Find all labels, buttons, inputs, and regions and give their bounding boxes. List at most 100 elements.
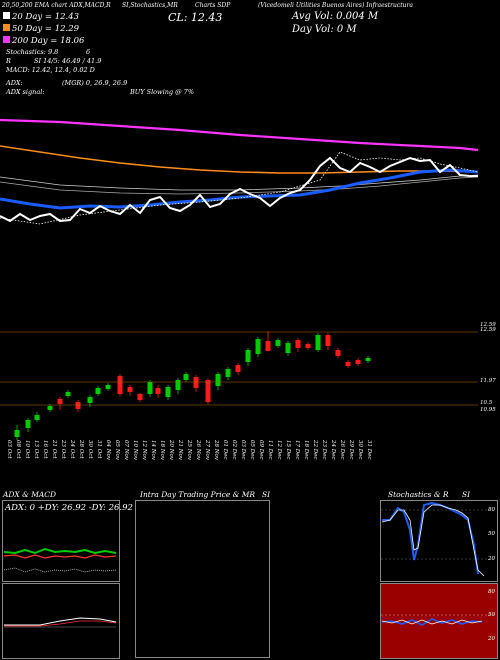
adx-panel-title: ADX & MACD [3, 490, 57, 499]
adx-minus-line [3, 554, 117, 559]
adx-plus-line [3, 547, 117, 555]
candle-body-28 [295, 340, 301, 348]
adx-values: ADX: 0 +DY: 26.92 -DY: 26.92 [5, 503, 133, 513]
price-grid [0, 331, 478, 406]
legend-ema200: 200 Day = 18.06 [3, 36, 84, 46]
candle-body-29 [305, 344, 311, 348]
price-level-1b: 12.59 [480, 327, 496, 333]
chart-header-right: (Vicedomeli Utilities Buenos Aires) Infr… [258, 2, 413, 9]
legend-stoch-val: 6 [86, 48, 91, 56]
rsi-level-80: 80 [488, 589, 495, 595]
legend-ema20: 20 Day = 12.43 [3, 12, 79, 22]
price-level-1: 12.59 [480, 322, 496, 328]
macd-line [4, 617, 117, 626]
ma-grey-line-1 [0, 174, 479, 191]
legend-stoch: Stochastics: 9.8 [6, 48, 59, 56]
day-volume: Day Vol: 0 M [292, 24, 357, 35]
candle-body-21 [225, 369, 231, 377]
candle-body-8 [95, 388, 101, 394]
price-level-2: 11.97 [480, 378, 496, 384]
legend-ema50: 50 Day = 12.29 [3, 24, 79, 34]
candle-body-0 [14, 430, 20, 437]
candle-body-26 [275, 340, 281, 346]
legend-adx-values: (MGR) 0, 26.9, 26.9 [62, 79, 128, 87]
ema-lines [0, 118, 479, 225]
rsi-level-50: 50 [488, 612, 495, 618]
chart-header-left: 20,50,200 EMA chart ADX,MACD,R [2, 2, 111, 9]
rsi-level-20: 20 [488, 636, 495, 642]
stoch-level-50: 50 [488, 531, 495, 537]
chart-header-mid: SI,Stochastics,MR [122, 2, 178, 9]
candle-body-13 [147, 382, 153, 394]
candle-body-6 [75, 402, 81, 409]
dotted-ma-line [0, 151, 479, 225]
candle-body-32 [335, 350, 341, 356]
stoch-level-20: 20 [488, 556, 495, 562]
legend-macd: MACD: 12.42, 12.4, 0.02 D [6, 66, 95, 74]
legend-adx-signal: ADX signal: [6, 88, 45, 96]
candle-body-30 [315, 335, 321, 350]
adx-line [3, 567, 117, 573]
candle-body-9 [105, 385, 111, 389]
legend-rsi: SI 14/5: 46.49 / 41.9 [34, 57, 102, 65]
intra-panel-title: Intra Day Trading Price & MR [140, 490, 256, 499]
stoch-level-80: 80 [488, 507, 495, 513]
candle-body-5 [65, 392, 71, 396]
candle-body-35 [365, 358, 371, 361]
chart-header-title: Charts SDP [195, 2, 231, 9]
stoch-k-line [382, 501, 479, 575]
price-level-4: 10.95 [480, 407, 496, 413]
legend-adx: ADX: [6, 79, 23, 87]
price-level-3: 10.5 [480, 400, 493, 406]
legend-rsi-letter: R [6, 57, 11, 65]
candle-body-24 [255, 339, 261, 354]
ema50-line [0, 145, 479, 174]
ema200-label: 200 Day = 18.06 [12, 36, 85, 46]
adx-panel: ADX: 0 +DY: 26.92 -DY: 26.92 [2, 500, 133, 582]
stoch-panel-title: Stochastics & R [388, 490, 449, 499]
rsi-signal-line [381, 619, 483, 625]
candle-body-1 [25, 420, 31, 428]
ema200-line [0, 118, 479, 152]
candle-body-19 [205, 380, 211, 402]
candle-body-12 [137, 394, 143, 400]
candle-body-34 [355, 360, 361, 364]
stoch-d-line [381, 504, 485, 577]
legend-adx-signal-value: BUY Slowing @ 7% [130, 88, 194, 96]
candle-body-15 [165, 387, 171, 397]
candle-body-3 [47, 406, 53, 410]
candle-body-27 [285, 343, 291, 353]
candle-body-16 [175, 380, 181, 390]
candle-body-7 [87, 397, 93, 403]
macd-panel [2, 583, 120, 659]
intraday-panel [135, 500, 270, 658]
candle-body-2 [34, 415, 40, 420]
candle-body-14 [155, 388, 161, 394]
macd-signal-line [4, 620, 117, 627]
intra-panel-si: SI [262, 490, 271, 499]
candle-body-20 [215, 374, 221, 386]
ema20-swatch [3, 12, 10, 19]
avg-volume: Avg Vol: 0.004 M [292, 11, 379, 22]
candlestick-series [14, 331, 371, 440]
price-line [0, 156, 478, 223]
rsi-line [381, 618, 483, 626]
candle-body-25 [265, 341, 271, 351]
candle-body-4 [57, 399, 63, 404]
ema20-label: 20 Day = 12.43 [12, 12, 80, 22]
candle-body-11 [127, 387, 133, 392]
close-price: CL: 12.43 [168, 11, 223, 24]
ema50-label: 50 Day = 12.29 [12, 24, 80, 34]
candle-body-23 [245, 350, 251, 362]
stoch-panel-si: SI [462, 490, 471, 499]
candle-body-17 [183, 374, 189, 380]
blue-trend-line [0, 168, 479, 210]
ema50-swatch [3, 24, 10, 31]
candle-body-33 [345, 362, 351, 366]
ema200-swatch [3, 36, 10, 43]
candle-body-31 [325, 335, 331, 346]
candle-body-10 [117, 376, 123, 394]
stochastics-panel [380, 500, 498, 582]
